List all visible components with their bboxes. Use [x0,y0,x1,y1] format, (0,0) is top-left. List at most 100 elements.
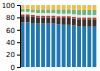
bar-segment [62,16,66,18]
bar-segment [51,24,55,67]
bar-segment [62,18,66,25]
bar-segment [21,9,25,12]
bar-segment [87,27,91,67]
bar-segment [77,19,81,26]
bar-segment [41,24,45,67]
bar-segment [72,10,76,14]
bar-segment [67,16,71,18]
bar-segment [26,14,30,16]
y-tick: 60 [6,27,20,35]
bar-segment [93,19,97,26]
tick-label: 0 [11,64,15,71]
bar-segment [21,16,25,22]
bar-segment [57,18,61,24]
bar-segment [21,22,25,67]
bar-segment [67,9,71,13]
bar-segment [77,5,81,10]
bar-segment [72,19,76,26]
bar-segment [31,12,35,14]
bar-segment [82,17,86,19]
bar-segment [31,9,35,12]
bar-segment [87,15,91,17]
tick-label: 100 [2,2,15,10]
bar-segment [31,5,35,9]
bar-segment [31,17,35,23]
bar-segment [67,18,71,25]
bar-segment [87,5,91,10]
chart: 0 20 40 60 80 100 [0,0,100,71]
bar-segment [77,17,81,19]
bar-segment [26,12,30,14]
bar-segment [77,10,81,15]
bar-segment [72,5,76,10]
tick-mark [17,67,20,68]
y-tick: 80 [6,14,20,22]
bar-segment [36,5,40,9]
bar-segment [36,17,40,23]
tick-label: 80 [6,14,15,22]
bar-segment [67,25,71,67]
bar-segment [77,26,81,67]
bar-segment [51,5,55,9]
bar-segment [21,12,25,14]
bar-segment [82,5,86,10]
y-tick: 0 [11,64,20,71]
bar-segment [72,25,76,67]
tick-mark [17,55,20,56]
bar-segment [51,16,55,18]
tick-label: 40 [6,39,15,47]
bar-segment [57,5,61,9]
bar-segment [21,14,25,16]
bar-segment [62,14,66,16]
bar-segment [46,16,50,18]
bar-segment [93,15,97,17]
bar-segment [26,5,30,9]
bar-segment [82,15,86,17]
bars [21,5,97,67]
bar-segment [26,16,30,22]
bar-segment [93,27,97,67]
bar-segment [26,9,30,12]
bar-segment [51,17,55,23]
axis-line [17,6,21,68]
bar-segment [36,9,40,13]
bar-segment [46,17,50,23]
bar-segment [36,24,40,67]
bar-segment [87,10,91,15]
bar-segment [82,10,86,15]
bar-segment [72,17,76,19]
tick-label: 20 [6,51,15,59]
bar-segment [57,24,61,67]
bar-segment [57,16,61,18]
bar-segment [72,14,76,16]
bar-segment [77,15,81,17]
bar-segment [21,5,25,9]
y-tick: 100 [2,2,20,10]
bar-segment [31,15,35,17]
bar-segment [57,14,61,16]
bar-segment [87,17,91,19]
bar-segment [82,27,86,67]
bar-segment [82,19,86,26]
bar-segment [62,5,66,9]
y-axis: 0 20 40 60 80 100 [2,2,21,71]
bar-segment [62,25,66,67]
bar-segment [41,9,45,13]
tick-mark [17,30,20,31]
bar-segment [87,19,91,26]
tick-mark [17,42,20,43]
bar-segment [41,17,45,23]
bar-segment [93,10,97,15]
bar-segment [62,9,66,13]
bar-segment [57,9,61,13]
bar-segment [51,13,55,15]
bar-segment [31,23,35,67]
bar-segment [46,5,50,9]
plot: 0 20 40 60 80 100 [2,2,97,71]
bar-segment [51,9,55,13]
bar-segment [36,16,40,18]
bar-segment [41,13,45,15]
y-tick: 20 [6,51,20,59]
bar-segment [26,22,30,67]
tick-mark [17,17,20,18]
